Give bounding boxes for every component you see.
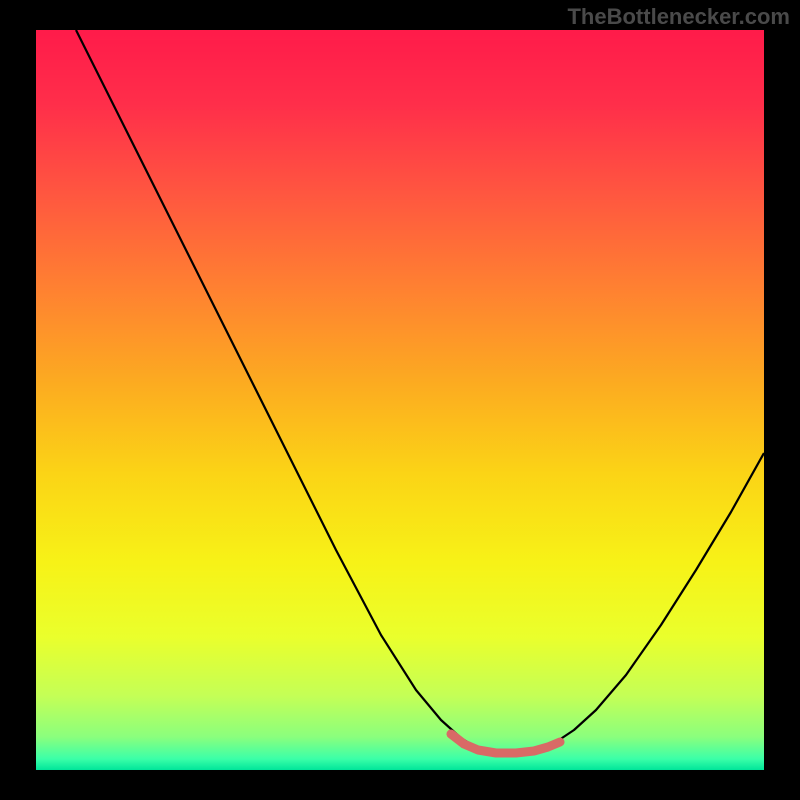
watermark-text: TheBottlenecker.com	[567, 4, 790, 30]
curve-overlay	[36, 30, 764, 770]
plot-area	[36, 30, 764, 770]
bottleneck-curve	[76, 30, 764, 752]
highlight-segment	[451, 734, 560, 753]
chart-frame: TheBottlenecker.com	[0, 0, 800, 800]
